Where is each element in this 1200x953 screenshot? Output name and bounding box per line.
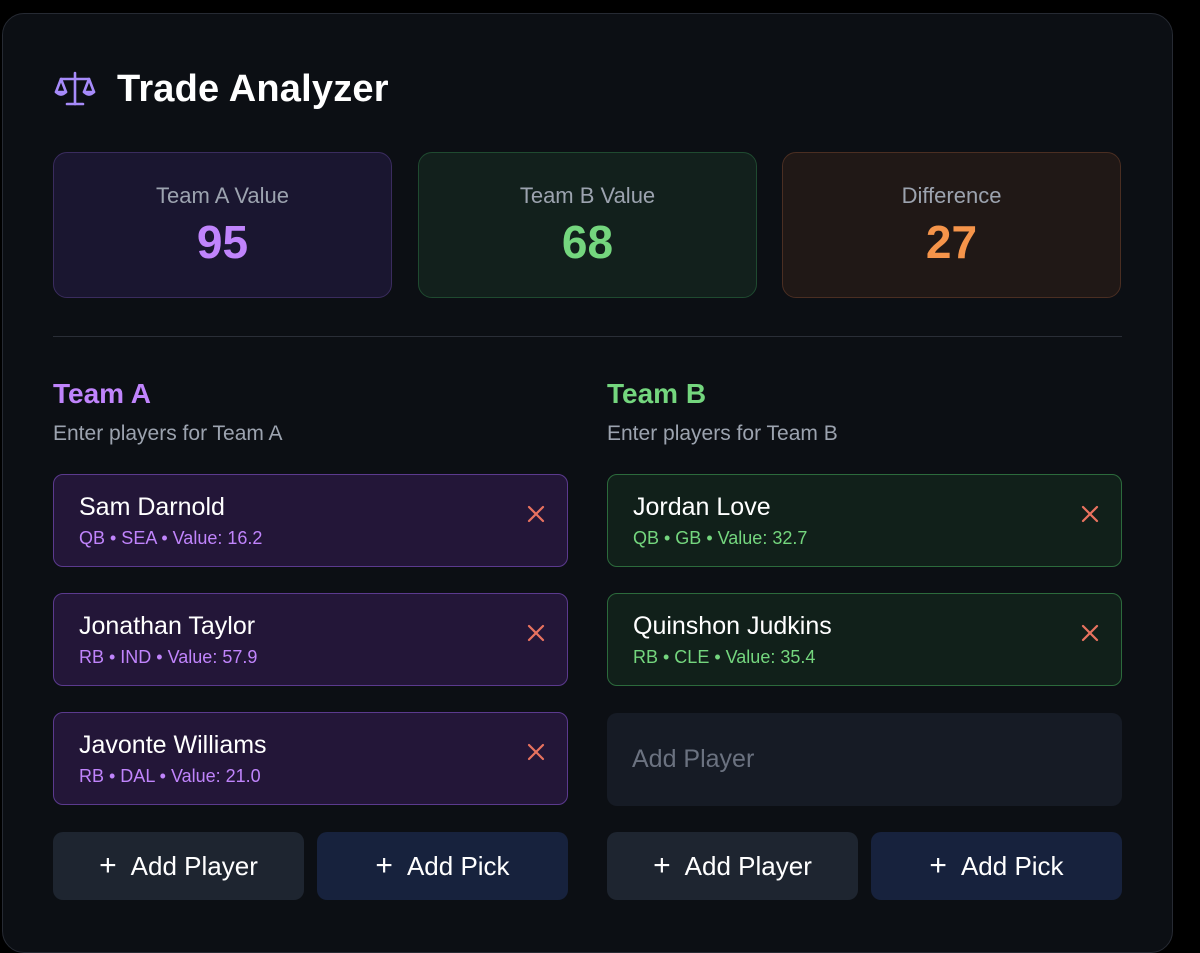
plus-icon: + [653, 849, 671, 882]
team-a-value: 95 [196, 216, 249, 268]
plus-icon: + [375, 849, 393, 882]
remove-player-icon[interactable] [525, 622, 547, 644]
team-b-section: Team B Enter players for Team B Jordan L… [607, 378, 1122, 900]
team-b-add-pick-button[interactable]: + Add Pick [871, 832, 1122, 900]
player-card: Javonte Williams RB • DAL • Value: 21.0 [53, 712, 568, 805]
add-pick-label: Add Pick [406, 850, 510, 881]
player-name: Jordan Love [633, 493, 771, 521]
player-name: Javonte Williams [79, 731, 267, 759]
player-meta: QB • GB • Value: 32.7 [633, 528, 808, 548]
add-player-input[interactable]: Add Player [607, 713, 1122, 806]
team-a-title: Team A [53, 378, 152, 409]
remove-player-icon[interactable] [525, 741, 547, 763]
remove-player-icon[interactable] [525, 503, 547, 525]
add-pick-label: Add Pick [960, 850, 1064, 881]
add-player-label: Add Player [684, 850, 812, 881]
team-a-value-label: Team A Value [156, 183, 289, 208]
player-name: Quinshon Judkins [633, 612, 832, 640]
player-card: Jordan Love QB • GB • Value: 32.7 [607, 474, 1122, 567]
difference-card: Difference 27 [782, 152, 1121, 298]
team-a-add-pick-button[interactable]: + Add Pick [317, 832, 568, 900]
player-card: Jonathan Taylor RB • IND • Value: 57.9 [53, 593, 568, 686]
team-a-section: Team A Enter players for Team A Sam Darn… [53, 378, 568, 900]
player-meta: QB • SEA • Value: 16.2 [79, 528, 263, 548]
plus-icon: + [99, 849, 117, 882]
player-name: Sam Darnold [79, 493, 225, 521]
team-a-value-card: Team A Value 95 [53, 152, 392, 298]
team-a-subtitle: Enter players for Team A [53, 422, 283, 445]
team-b-value-card: Team B Value 68 [418, 152, 757, 298]
player-card: Quinshon Judkins RB • CLE • Value: 35.4 [607, 593, 1122, 686]
remove-player-icon[interactable] [1079, 622, 1101, 644]
remove-player-icon[interactable] [1079, 503, 1101, 525]
divider [53, 336, 1122, 337]
player-meta: RB • IND • Value: 57.9 [79, 647, 258, 667]
team-b-add-player-button[interactable]: + Add Player [607, 832, 858, 900]
team-b-value-label: Team B Value [519, 183, 656, 208]
scale-icon [54, 71, 96, 106]
plus-icon: + [929, 849, 947, 882]
player-name: Jonathan Taylor [79, 612, 256, 640]
player-meta: RB • CLE • Value: 35.4 [633, 647, 816, 667]
player-card: Sam Darnold QB • SEA • Value: 16.2 [53, 474, 568, 567]
add-player-label: Add Player [130, 850, 258, 881]
team-b-title: Team B [607, 378, 707, 409]
difference-label: Difference [901, 183, 1002, 208]
page-title: Trade Analyzer [117, 67, 389, 110]
team-a-add-player-button[interactable]: + Add Player [53, 832, 304, 900]
player-meta: RB • DAL • Value: 21.0 [79, 766, 261, 786]
team-b-subtitle: Enter players for Team B [607, 422, 838, 445]
team-b-value: 68 [561, 216, 614, 268]
header: Trade Analyzer [53, 67, 389, 111]
add-player-placeholder: Add Player [632, 745, 755, 773]
difference-value: 27 [925, 216, 978, 268]
